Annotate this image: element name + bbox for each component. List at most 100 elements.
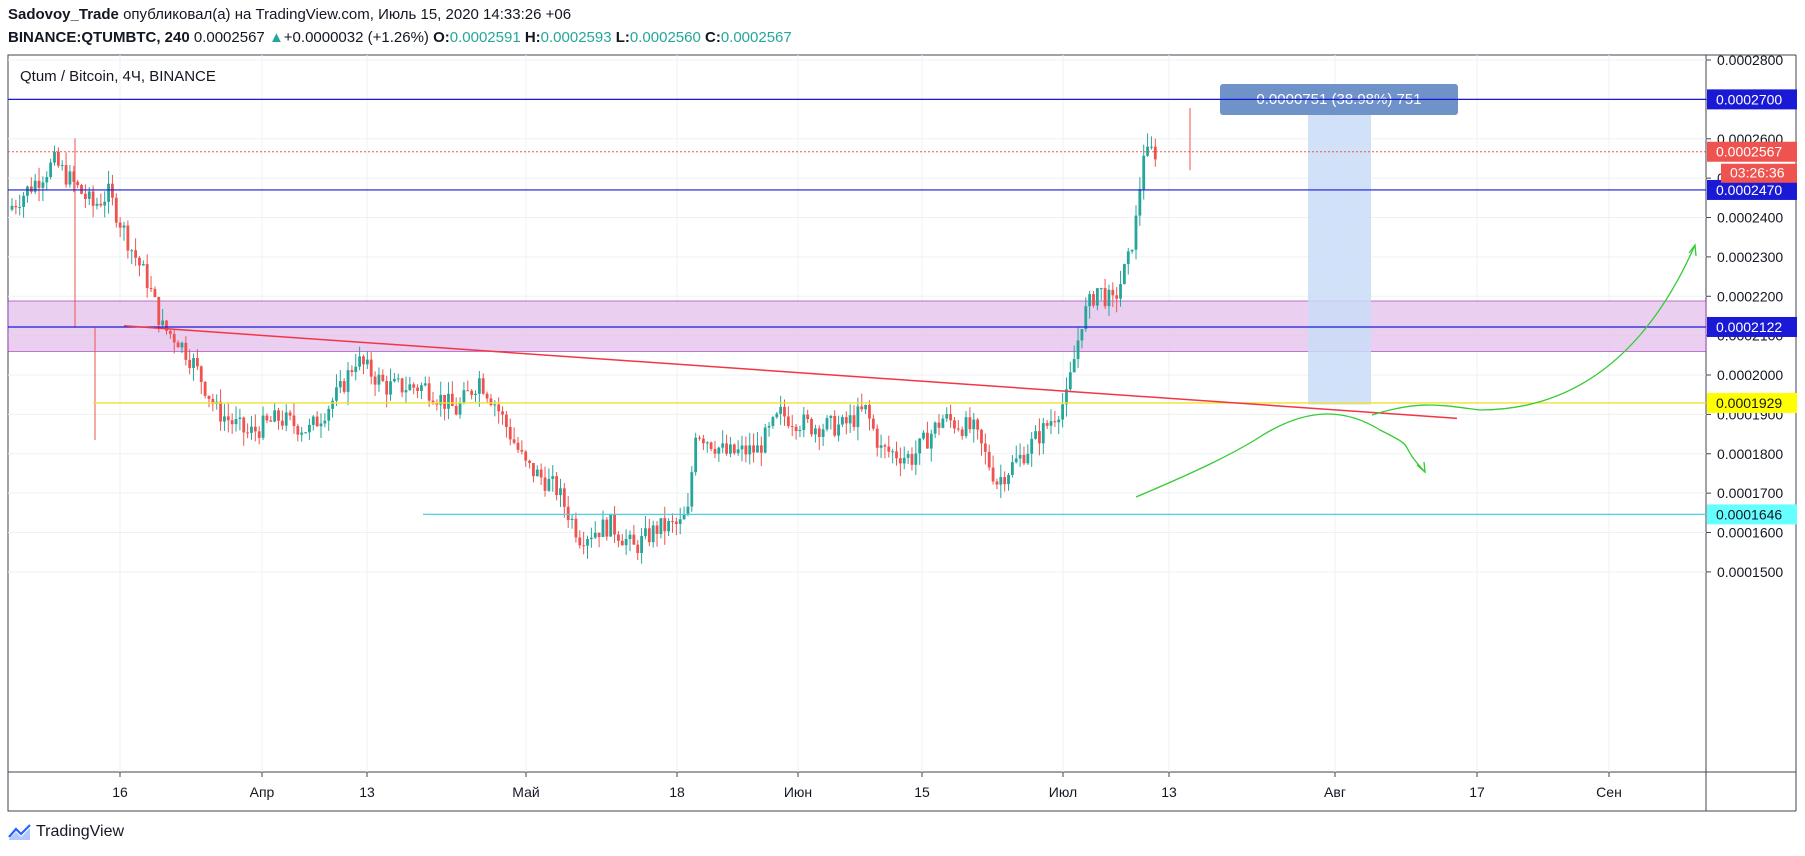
candle bbox=[798, 425, 802, 437]
candle bbox=[161, 308, 165, 328]
projection-up-path bbox=[1371, 244, 1696, 416]
candle-body bbox=[450, 393, 454, 406]
candle bbox=[717, 446, 721, 462]
candle bbox=[427, 376, 431, 407]
candle bbox=[1126, 247, 1130, 275]
candle-body bbox=[779, 406, 783, 414]
candle-body bbox=[304, 432, 307, 434]
candle bbox=[1130, 249, 1134, 254]
candle-body bbox=[562, 488, 566, 507]
last-price-label: 0.0002567 bbox=[1716, 144, 1782, 160]
candle bbox=[582, 531, 586, 555]
candle bbox=[756, 431, 759, 453]
candle-body bbox=[910, 454, 914, 465]
candle bbox=[1026, 444, 1030, 465]
candle bbox=[659, 518, 663, 539]
candle-body bbox=[1119, 284, 1122, 299]
candle bbox=[377, 367, 381, 392]
candle-body bbox=[609, 513, 613, 537]
candle bbox=[806, 409, 810, 424]
candle bbox=[68, 164, 72, 188]
candle-body bbox=[1126, 251, 1130, 265]
candle-body bbox=[308, 424, 311, 433]
candle-body bbox=[230, 420, 234, 425]
candle bbox=[605, 517, 609, 541]
candle bbox=[1107, 284, 1111, 317]
candle bbox=[1084, 297, 1088, 332]
y-tick-label: 0.0001600 bbox=[1717, 525, 1783, 541]
candle bbox=[837, 415, 840, 442]
candle-body bbox=[512, 439, 516, 443]
candle-body bbox=[802, 414, 806, 431]
candle-body bbox=[327, 408, 331, 421]
candle-body bbox=[165, 320, 168, 331]
candle bbox=[118, 217, 122, 238]
candle-body bbox=[736, 449, 740, 454]
candle-body bbox=[365, 359, 369, 365]
candle-body bbox=[26, 186, 29, 196]
candle bbox=[856, 397, 860, 441]
candle bbox=[1045, 419, 1049, 429]
candle-body bbox=[95, 203, 99, 206]
candle bbox=[562, 483, 566, 518]
candle-body bbox=[667, 520, 671, 532]
candle-body bbox=[833, 415, 837, 436]
candle bbox=[385, 375, 389, 408]
candle-body bbox=[740, 445, 744, 450]
candle bbox=[887, 435, 891, 458]
candle-body bbox=[783, 406, 786, 417]
candle-body bbox=[420, 385, 423, 391]
candle bbox=[439, 381, 443, 417]
candle-body bbox=[570, 518, 574, 520]
candle bbox=[578, 530, 582, 549]
candle bbox=[381, 369, 385, 383]
candle-body bbox=[431, 400, 435, 404]
candle-body bbox=[423, 383, 427, 386]
candle-body bbox=[138, 257, 141, 266]
candle-body bbox=[350, 370, 354, 372]
candle bbox=[358, 346, 362, 371]
publisher-name[interactable]: Sadovoy_Trade bbox=[8, 6, 119, 23]
candle-body bbox=[412, 384, 416, 388]
candle-body bbox=[60, 165, 64, 167]
candle bbox=[698, 435, 701, 441]
candle-body bbox=[875, 428, 879, 448]
candle bbox=[26, 185, 29, 203]
tradingview-brand[interactable]: TradingView bbox=[36, 823, 125, 840]
candle-body bbox=[497, 404, 501, 412]
candle bbox=[505, 411, 508, 438]
candle bbox=[686, 492, 690, 517]
candle-body bbox=[1045, 423, 1049, 426]
candle-body bbox=[698, 437, 701, 439]
candle bbox=[748, 432, 752, 465]
candle bbox=[184, 336, 188, 366]
candle bbox=[296, 423, 300, 442]
candle-body bbox=[99, 203, 103, 206]
candle bbox=[207, 395, 211, 408]
candle-body bbox=[717, 447, 721, 454]
x-tick-label: 13 bbox=[359, 784, 375, 800]
candle-body bbox=[729, 444, 732, 454]
candle-body bbox=[207, 395, 211, 399]
last-price: 0.0002567 bbox=[193, 29, 265, 46]
tradingview-logo-icon bbox=[8, 824, 31, 840]
candle bbox=[551, 465, 555, 492]
candle bbox=[701, 434, 705, 450]
candle-body bbox=[335, 387, 338, 401]
candle bbox=[1076, 327, 1080, 369]
candle-body bbox=[192, 358, 195, 368]
candle bbox=[508, 418, 512, 446]
candle-body bbox=[29, 186, 33, 192]
candle bbox=[601, 510, 605, 538]
candle-body bbox=[280, 420, 284, 426]
candle bbox=[396, 373, 400, 383]
candle-body bbox=[713, 448, 717, 454]
candle-body bbox=[338, 381, 342, 388]
candle bbox=[779, 395, 783, 425]
candle-body bbox=[1018, 454, 1022, 459]
candle bbox=[1053, 410, 1057, 427]
candle-body bbox=[122, 225, 126, 228]
candle bbox=[238, 408, 242, 431]
candle bbox=[922, 430, 925, 441]
